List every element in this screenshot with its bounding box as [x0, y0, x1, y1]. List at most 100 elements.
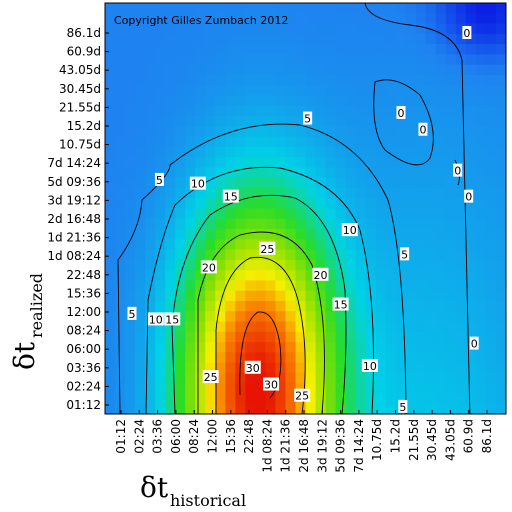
contour-label: 30 [263, 377, 280, 392]
heatmap-cell [365, 372, 377, 384]
heatmap-cell [485, 249, 497, 261]
heatmap-cell [205, 116, 216, 127]
heatmap-cell [405, 167, 417, 179]
heatmap-cell [355, 280, 367, 292]
heatmap-cell [475, 300, 487, 312]
heatmap-cell [485, 300, 497, 312]
heatmap-cell [295, 157, 307, 168]
heatmap-cell [165, 167, 176, 179]
heatmap-cell [395, 187, 407, 199]
heatmap-cell [405, 372, 417, 384]
heatmap-cell [485, 13, 497, 25]
heatmap-cell [345, 13, 357, 25]
heatmap-cell [115, 270, 126, 282]
heatmap-cell [115, 259, 126, 271]
heatmap-cell [455, 311, 467, 323]
heatmap-cell [275, 85, 287, 97]
contour-label-text: 15 [224, 191, 238, 204]
heatmap-cell [385, 321, 397, 333]
heatmap-cell [455, 187, 467, 199]
heatmap-cell [285, 383, 297, 395]
heatmap-cell [375, 95, 387, 107]
heatmap-cell [445, 187, 457, 199]
heatmap-cell [235, 177, 246, 189]
heatmap-cell [355, 3, 367, 14]
x-tick-label: 08:24 [187, 419, 201, 454]
heatmap-cell [465, 208, 477, 220]
heatmap-cell [125, 13, 136, 25]
heatmap-cell [495, 239, 506, 251]
heatmap-cell [165, 208, 176, 220]
heatmap-cell [405, 249, 417, 261]
heatmap-cell [305, 372, 317, 384]
heatmap-cell [215, 393, 226, 405]
heatmap-cell [145, 249, 156, 261]
heatmap-cell [225, 280, 236, 292]
heatmap-cell [485, 372, 497, 384]
heatmap-cell [295, 116, 307, 127]
heatmap-cell [295, 290, 307, 302]
heatmap-cell [305, 321, 317, 333]
heatmap-cell [215, 208, 226, 220]
heatmap-cell [405, 280, 417, 292]
contour-label-text: 5 [399, 401, 406, 414]
heatmap-cell [325, 136, 337, 148]
heatmap-cell [345, 116, 357, 127]
heatmap-cell [105, 383, 116, 395]
heatmap-cell [465, 249, 477, 261]
heatmap-cell [385, 383, 397, 395]
heatmap-cell [265, 116, 277, 127]
heatmap-cell [185, 208, 196, 220]
heatmap-cell [125, 126, 136, 138]
heatmap-cell [355, 177, 367, 189]
heatmap-cell [135, 229, 146, 240]
heatmap-cell [145, 208, 156, 220]
heatmap-cell [155, 403, 166, 414]
heatmap-cell [385, 64, 397, 76]
heatmap-cell [145, 44, 156, 55]
heatmap-cell [455, 280, 467, 292]
heatmap-cell [165, 3, 176, 14]
heatmap-cell [485, 208, 497, 220]
heatmap-cell [165, 54, 176, 66]
heatmap-cell [345, 136, 357, 148]
heatmap-cell [105, 249, 116, 261]
copyright-annotation: Copyright Gilles Zumbach 2012 [114, 14, 288, 27]
y-tick-label: 12:00 [66, 305, 101, 319]
heatmap-cell [265, 187, 277, 199]
heatmap-cell [155, 321, 166, 333]
heatmap-cell [125, 372, 136, 384]
heatmap-cell [365, 95, 377, 107]
heatmap-cell [125, 393, 136, 405]
heatmap-cell [315, 280, 327, 292]
heatmap-cell [345, 290, 357, 302]
heatmap-cell [165, 64, 176, 76]
heatmap-cell [425, 13, 437, 25]
heatmap-cell [385, 126, 397, 138]
heatmap-cell [345, 3, 357, 14]
heatmap-cell [415, 403, 427, 414]
heatmap-cell [355, 44, 367, 55]
heatmap-cell [255, 403, 266, 414]
heatmap-cell [485, 280, 497, 292]
heatmap-cell [445, 383, 457, 395]
contour-label-text: 30 [264, 379, 278, 392]
heatmap-cell [255, 105, 266, 117]
heatmap-cell [475, 229, 487, 240]
contour-label: 0 [453, 163, 463, 178]
heatmap-cell [385, 280, 397, 292]
heatmap-cell [225, 157, 236, 168]
heatmap-cell [285, 259, 297, 271]
heatmap-cell [235, 126, 246, 138]
heatmap-cell [165, 403, 176, 414]
heatmap-cell [385, 146, 397, 158]
contour-label: 0 [462, 26, 472, 40]
heatmap-cell [375, 116, 387, 127]
heatmap-cell [245, 352, 256, 364]
heatmap-cell [365, 321, 377, 333]
heatmap-cell [215, 187, 226, 199]
heatmap-cell [305, 167, 317, 179]
heatmap-cell [135, 342, 146, 353]
heatmap-cell [345, 239, 357, 251]
heatmap-cell [225, 74, 236, 86]
